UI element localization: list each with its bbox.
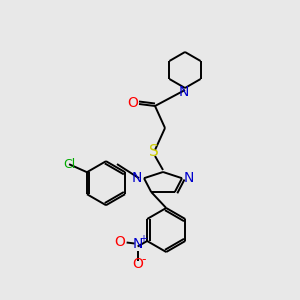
Text: O: O <box>128 96 138 110</box>
Text: N: N <box>179 85 189 99</box>
Text: S: S <box>149 143 159 158</box>
Text: +: + <box>139 235 147 244</box>
Text: N: N <box>132 238 143 251</box>
Text: N: N <box>132 171 142 185</box>
Text: O: O <box>114 235 125 248</box>
Text: O: O <box>132 256 143 271</box>
Text: -: - <box>141 253 146 266</box>
Text: N: N <box>184 171 194 185</box>
Text: Cl: Cl <box>63 158 75 171</box>
